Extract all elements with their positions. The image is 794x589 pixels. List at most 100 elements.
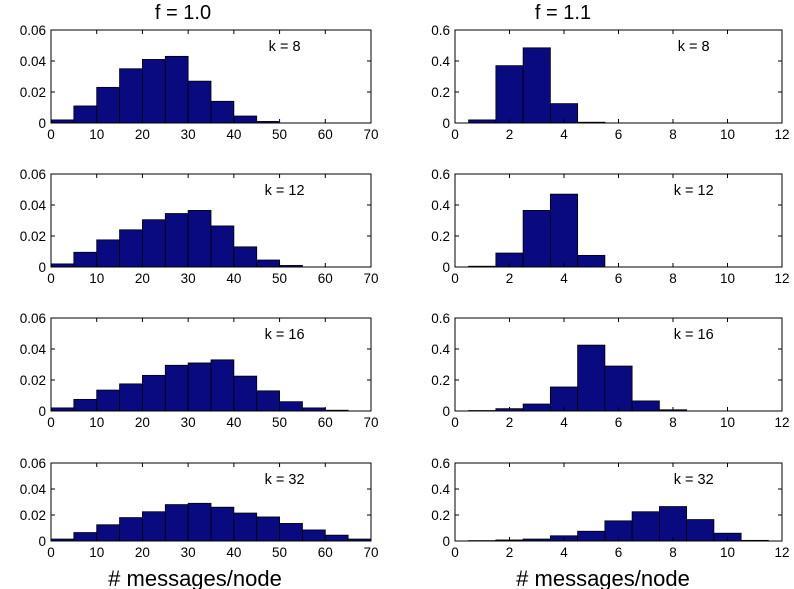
x-tick-label: 6 xyxy=(615,415,623,430)
histogram-bar xyxy=(604,365,633,412)
y-tick-label: 0.4 xyxy=(431,342,450,357)
y-tick-label: 0 xyxy=(38,116,46,131)
histogram-bar xyxy=(302,529,326,542)
histogram-panel: 0 2 4 6 8 10 12 0 0.2 0.4 0.6 k = 16 xyxy=(431,311,789,430)
histogram-bar xyxy=(187,80,212,124)
x-tick-label: 40 xyxy=(226,271,241,286)
x-tick-label: 10 xyxy=(89,415,104,430)
y-tick-label: 0.2 xyxy=(431,373,450,388)
plot-frame xyxy=(50,317,372,412)
x-tick-label: 6 xyxy=(615,545,623,560)
panel-annotation: k = 16 xyxy=(265,327,305,343)
histogram-bar xyxy=(96,239,120,268)
x-tick-label: 10 xyxy=(720,271,735,286)
x-tick-label: 60 xyxy=(318,545,333,560)
x-tick-label: 4 xyxy=(560,415,568,430)
y-tick-label: 0.2 xyxy=(431,85,450,100)
y-tick-label: 0 xyxy=(442,260,450,275)
x-tick-label: 0 xyxy=(47,415,55,430)
x-tick-label: 12 xyxy=(774,545,789,560)
y-tick-label: 0.02 xyxy=(20,508,46,523)
x-tick-label: 30 xyxy=(181,415,196,430)
x-tick-label: 50 xyxy=(272,415,287,430)
histogram-panel: 0 10 20 30 40 50 60 70 0 0.02 0.04 0.06 k = 32 xyxy=(20,456,379,560)
panel-annotation: k = 16 xyxy=(674,327,714,343)
x-tick-label: 8 xyxy=(669,271,677,286)
x-tick-label: 20 xyxy=(135,545,150,560)
y-tick-label: 0.04 xyxy=(20,482,47,497)
x-tick-label: 2 xyxy=(506,127,514,142)
histogram-bar xyxy=(522,210,551,268)
y-tick-label: 0.04 xyxy=(20,198,47,213)
x-tick-label: 10 xyxy=(720,415,735,430)
histogram-bar xyxy=(164,504,189,542)
x-tick-label: 30 xyxy=(181,271,196,286)
x-tick-label: 8 xyxy=(669,415,677,430)
histogram-bar xyxy=(119,383,143,412)
histogram-bar xyxy=(164,55,189,124)
column-title-left: f = 1.0 xyxy=(155,2,211,24)
histogram-bar xyxy=(549,193,579,268)
histogram-bar xyxy=(577,254,606,268)
y-tick-label: 0.4 xyxy=(431,198,450,213)
x-tick-label: 0 xyxy=(451,127,459,142)
x-tick-label: 50 xyxy=(272,127,287,142)
x-tick-label: 70 xyxy=(363,127,378,142)
y-tick-label: 0.6 xyxy=(431,167,450,182)
histogram-bar xyxy=(210,506,235,542)
histogram-panel: 0 10 20 30 40 50 60 70 0 0.02 0.04 0.06 k = 16 xyxy=(20,311,379,430)
histogram-bar xyxy=(256,516,280,542)
y-tick-label: 0.02 xyxy=(20,85,46,100)
y-tick-label: 0.06 xyxy=(20,456,46,471)
x-tick-label: 6 xyxy=(615,271,623,286)
x-tick-label: 10 xyxy=(89,127,104,142)
column-title-right: f = 1.1 xyxy=(535,2,591,24)
panel-annotation: k = 32 xyxy=(674,472,714,488)
x-tick-label: 30 xyxy=(181,545,196,560)
histogram-bar xyxy=(119,68,143,124)
y-tick-label: 0.04 xyxy=(20,342,47,357)
histogram-bar xyxy=(233,375,258,412)
x-tick-label: 4 xyxy=(560,545,568,560)
histogram-bar xyxy=(522,403,551,412)
histogram-panel: 0 2 4 6 8 10 12 0 0.2 0.4 0.6 k = 32 xyxy=(431,456,789,560)
x-tick-label: 0 xyxy=(451,545,459,560)
histogram-bar xyxy=(73,398,98,412)
panel-annotation: k = 8 xyxy=(678,39,710,55)
x-tick-label: 60 xyxy=(318,271,333,286)
histogram-panel: 0 10 20 30 40 50 60 70 0 0.02 0.04 0.06 k = 12 xyxy=(20,167,379,286)
x-tick-label: 0 xyxy=(451,415,459,430)
x-tick-label: 70 xyxy=(363,545,378,560)
x-tick-label: 12 xyxy=(774,271,789,286)
histogram-bar xyxy=(233,115,258,124)
x-tick-label: 20 xyxy=(135,127,150,142)
plot-frame xyxy=(50,462,372,542)
histogram-bar xyxy=(73,532,98,542)
x-tick-label: 50 xyxy=(272,545,287,560)
x-tick-label: 10 xyxy=(89,545,104,560)
y-tick-label: 0 xyxy=(442,404,450,419)
histogram-bar xyxy=(210,100,235,124)
x-axis-label-left: # messages/node xyxy=(108,566,282,589)
x-tick-label: 40 xyxy=(226,415,241,430)
x-tick-label: 0 xyxy=(47,271,55,286)
y-tick-label: 0 xyxy=(38,404,46,419)
panel-annotation: k = 12 xyxy=(674,183,714,199)
histogram-bar xyxy=(187,210,212,268)
y-tick-label: 0.6 xyxy=(431,23,450,38)
y-tick-label: 0.6 xyxy=(431,311,450,326)
x-axis-label-right: # messages/node xyxy=(516,566,690,589)
y-tick-label: 0 xyxy=(38,260,46,275)
histogram-panel: 0 10 20 30 40 50 60 70 0 0.02 0.04 0.06 k = 8 xyxy=(20,23,379,142)
x-tick-label: 50 xyxy=(272,271,287,286)
x-tick-label: 12 xyxy=(774,415,789,430)
y-tick-label: 0.02 xyxy=(20,373,46,388)
histogram-bar xyxy=(324,534,349,542)
x-tick-label: 6 xyxy=(615,127,623,142)
plot-frame xyxy=(50,173,372,268)
y-tick-label: 0.2 xyxy=(431,508,450,523)
histogram-bar xyxy=(187,362,212,412)
y-tick-label: 0 xyxy=(442,116,450,131)
